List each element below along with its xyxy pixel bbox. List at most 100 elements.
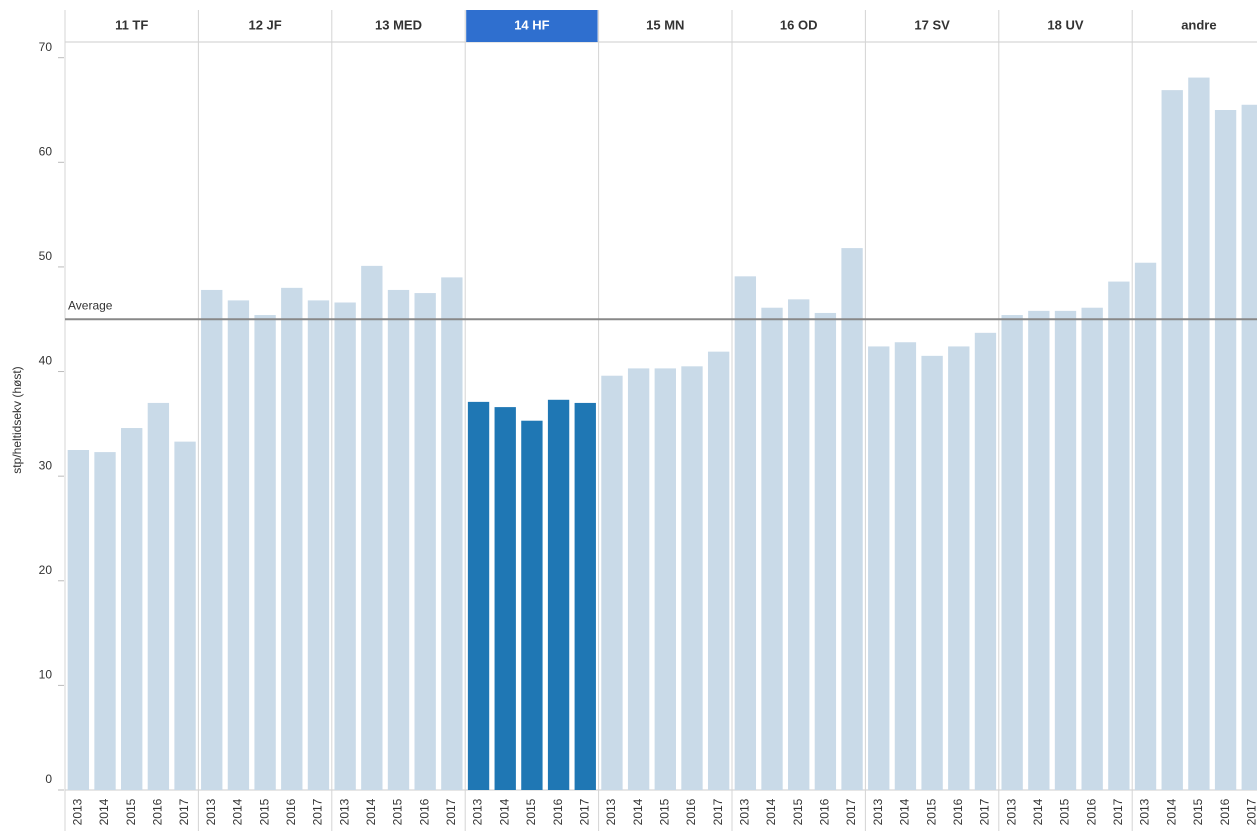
x-tick-label: 2015 <box>1058 798 1072 825</box>
panel-header[interactable]: 16 OD <box>780 17 818 32</box>
y-tick-label: 20 <box>39 563 53 577</box>
bar[interactable] <box>254 315 276 790</box>
x-tick-label: 2014 <box>898 798 912 825</box>
bar[interactable] <box>734 276 757 790</box>
bar[interactable] <box>521 420 543 790</box>
bar[interactable] <box>894 342 917 790</box>
y-tick-label: 70 <box>39 40 53 54</box>
x-tick-label: 2015 <box>1191 798 1205 825</box>
panel-header[interactable]: 15 MN <box>646 17 684 32</box>
bar[interactable] <box>334 302 356 790</box>
bar[interactable] <box>361 265 383 790</box>
bar[interactable] <box>814 312 837 790</box>
panel-header[interactable]: 18 UV <box>1047 17 1083 32</box>
x-tick-label: 2014 <box>1031 798 1045 825</box>
x-tick-label: 2016 <box>818 798 832 825</box>
bar[interactable] <box>227 300 250 790</box>
panel-header[interactable]: 14 HF <box>514 17 549 32</box>
x-tick-label: 2017 <box>1111 798 1125 825</box>
x-tick-label: 2016 <box>417 798 431 825</box>
x-tick-label: 2016 <box>1084 798 1098 825</box>
bar[interactable] <box>547 399 570 790</box>
bar[interactable] <box>681 366 703 790</box>
x-tick-label: 2015 <box>391 798 405 825</box>
x-tick-label: 2017 <box>1244 798 1257 825</box>
panel-header[interactable]: 13 MED <box>375 17 422 32</box>
bar[interactable] <box>94 452 116 790</box>
x-tick-label: 2013 <box>204 798 218 825</box>
x-tick-label: 2016 <box>551 798 565 825</box>
bar[interactable] <box>121 428 143 790</box>
panel-header[interactable]: 12 JF <box>248 17 281 32</box>
panel-header[interactable]: 11 TF <box>115 17 148 32</box>
y-tick-label: 40 <box>39 354 53 368</box>
y-tick-label: 60 <box>39 144 53 158</box>
y-tick-label: 0 <box>45 772 52 786</box>
bar[interactable] <box>147 402 170 790</box>
x-tick-label: 2017 <box>711 798 725 825</box>
bar[interactable] <box>467 401 490 790</box>
bar[interactable] <box>574 402 596 790</box>
bar[interactable] <box>307 300 330 790</box>
x-tick-label: 2013 <box>1004 798 1018 825</box>
bar[interactable] <box>1028 310 1050 790</box>
x-tick-label: 2017 <box>844 798 858 825</box>
x-tick-label: 2014 <box>231 798 245 825</box>
bar[interactable] <box>707 351 730 790</box>
x-tick-label: 2015 <box>257 798 271 825</box>
x-tick-label: 2016 <box>151 798 165 825</box>
bar[interactable] <box>1241 104 1257 791</box>
bar[interactable] <box>974 332 997 790</box>
x-tick-label: 2014 <box>764 798 778 825</box>
x-tick-label: 2015 <box>657 798 671 825</box>
bar[interactable] <box>761 307 783 790</box>
bar[interactable] <box>1001 315 1023 790</box>
bar[interactable] <box>1161 90 1183 791</box>
bar[interactable] <box>627 368 650 790</box>
bar[interactable] <box>1214 110 1237 790</box>
average-label: Average <box>68 298 113 312</box>
x-tick-label: 2014 <box>1164 798 1178 825</box>
bar[interactable] <box>654 368 676 790</box>
bar[interactable] <box>67 450 90 790</box>
bar[interactable] <box>921 355 943 790</box>
x-tick-label: 2017 <box>577 798 591 825</box>
x-tick-label: 2013 <box>1138 798 1152 825</box>
bar[interactable] <box>601 375 623 790</box>
panel-header[interactable]: 17 SV <box>914 17 950 32</box>
x-tick-label: 2014 <box>631 798 645 825</box>
bar[interactable] <box>788 299 810 790</box>
x-tick-label: 2016 <box>684 798 698 825</box>
bar[interactable] <box>868 346 890 790</box>
x-tick-label: 2015 <box>924 798 938 825</box>
bar[interactable] <box>1108 281 1130 790</box>
header-highlight <box>466 10 598 42</box>
x-tick-label: 2013 <box>337 798 351 825</box>
x-tick-label: 2016 <box>951 798 965 825</box>
x-tick-label: 2016 <box>284 798 298 825</box>
bar[interactable] <box>174 441 196 790</box>
bar[interactable] <box>1054 310 1077 790</box>
x-tick-label: 2014 <box>97 798 111 825</box>
y-axis-label: stp/heltidsekv (høst) <box>10 366 24 473</box>
panel-header[interactable]: andre <box>1181 17 1216 32</box>
bar[interactable] <box>281 287 303 790</box>
bar[interactable] <box>494 407 516 790</box>
bar[interactable] <box>841 248 863 791</box>
bar[interactable] <box>1134 262 1157 790</box>
bar[interactable] <box>948 346 970 790</box>
bar[interactable] <box>1188 77 1210 791</box>
x-tick-label: 2016 <box>1218 798 1232 825</box>
x-tick-label: 2013 <box>471 798 485 825</box>
x-tick-label: 2015 <box>124 798 138 825</box>
x-tick-label: 2017 <box>177 798 191 825</box>
bar[interactable] <box>201 289 223 790</box>
y-tick-label: 50 <box>39 249 53 263</box>
y-tick-label: 10 <box>39 668 53 682</box>
bar[interactable] <box>441 277 463 790</box>
bar[interactable] <box>414 293 436 790</box>
bar[interactable] <box>1081 307 1103 790</box>
bar[interactable] <box>387 289 410 790</box>
